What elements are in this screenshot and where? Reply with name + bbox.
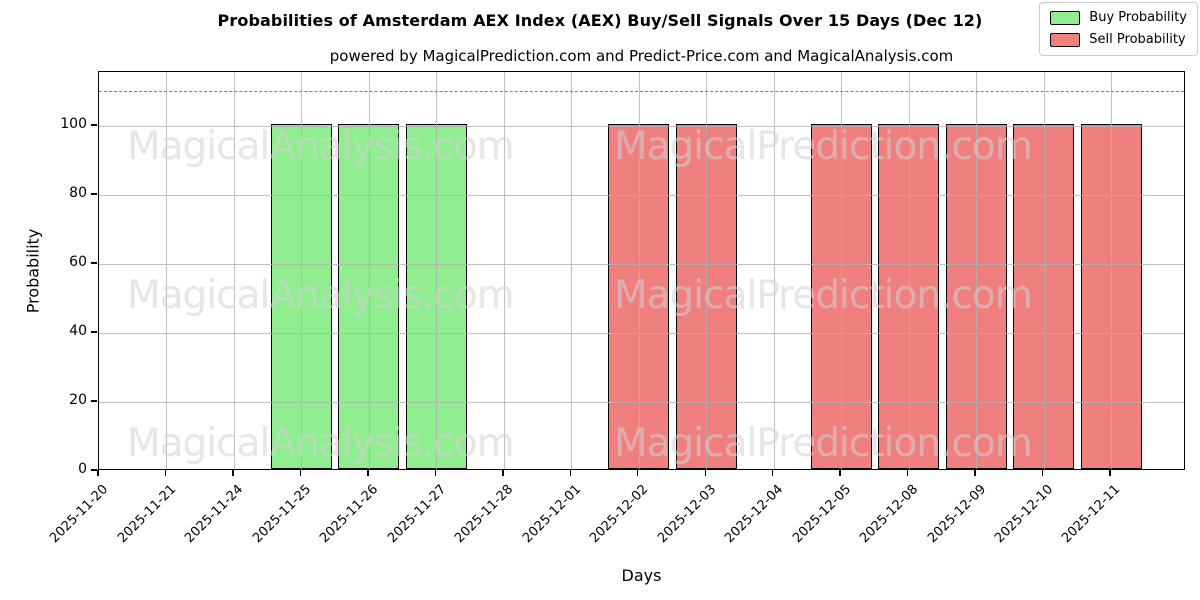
horizontal-gridline xyxy=(99,263,1184,265)
x-axis-label: Days xyxy=(621,566,662,585)
vertical-gridline xyxy=(706,72,708,469)
vertical-gridline xyxy=(1043,72,1045,469)
vertical-gridline xyxy=(301,72,303,469)
y-tick-mark xyxy=(91,400,97,402)
vertical-gridline xyxy=(571,72,573,469)
x-tick-mark xyxy=(367,470,369,476)
y-tick-mark xyxy=(91,124,97,126)
x-tick-mark xyxy=(772,470,774,476)
x-tick-mark xyxy=(906,470,909,476)
y-tick-label: 100 xyxy=(60,115,87,132)
x-tick-mark xyxy=(1041,470,1044,476)
legend-item: Sell Probability xyxy=(1050,32,1187,47)
horizontal-gridline xyxy=(99,332,1184,334)
chart-title: Probabilities of Amsterdam AEX Index (AE… xyxy=(217,11,983,30)
threshold-dashed-line xyxy=(99,91,1184,93)
vertical-gridline xyxy=(908,72,910,469)
vertical-gridline xyxy=(1111,72,1113,469)
legend-swatch xyxy=(1050,10,1081,25)
legend: Buy Probability Sell Probability xyxy=(1039,2,1198,56)
x-tick-mark xyxy=(164,470,167,476)
vertical-gridline xyxy=(166,72,168,469)
x-tick-mark xyxy=(974,470,976,476)
x-tick-mark xyxy=(1109,470,1111,476)
y-axis-label: Probability xyxy=(23,228,43,314)
x-tick-mark xyxy=(97,470,99,476)
x-tick-mark xyxy=(232,470,234,476)
vertical-gridline xyxy=(841,72,843,469)
y-tick-label: 40 xyxy=(69,322,87,339)
y-tick-label: 60 xyxy=(69,253,87,270)
vertical-gridline xyxy=(368,72,370,469)
x-tick-mark xyxy=(569,470,571,476)
y-tick-mark xyxy=(91,331,97,333)
vertical-gridline xyxy=(503,72,505,469)
x-tick-mark xyxy=(299,470,302,476)
vertical-gridline xyxy=(233,72,235,469)
horizontal-gridline xyxy=(99,401,1184,403)
legend-label: Buy Probability xyxy=(1089,10,1187,25)
y-tick-label: 80 xyxy=(69,184,87,201)
y-tick-mark xyxy=(91,262,97,264)
x-tick-mark xyxy=(637,470,639,476)
y-tick-mark xyxy=(91,469,97,471)
y-tick-label: 0 xyxy=(78,461,87,477)
vertical-gridline xyxy=(638,72,640,469)
vertical-gridline xyxy=(976,72,978,469)
plot-area: MagicalAnalysis.com MagicalPrediction.com… xyxy=(98,71,1185,470)
x-tick-label: 2025-12-11 xyxy=(913,478,1124,546)
x-tick-label-text: 2025-12-11 xyxy=(1059,482,1124,547)
x-tick-mark xyxy=(704,470,706,476)
y-tick-label: 20 xyxy=(69,391,87,408)
vertical-gridline xyxy=(436,72,438,469)
chart-subtitle: powered by MagicalPrediction.com and Pre… xyxy=(329,47,954,65)
vertical-gridline xyxy=(773,72,775,469)
x-tick-mark xyxy=(502,470,504,476)
legend-item: Buy Probability xyxy=(1050,10,1187,25)
x-tick-mark xyxy=(434,470,437,476)
legend-swatch xyxy=(1050,32,1081,47)
horizontal-gridline xyxy=(99,194,1184,196)
legend-label: Sell Probability xyxy=(1089,32,1186,47)
y-tick-mark xyxy=(91,193,97,195)
horizontal-gridline xyxy=(99,125,1184,127)
x-tick-mark xyxy=(839,470,841,476)
